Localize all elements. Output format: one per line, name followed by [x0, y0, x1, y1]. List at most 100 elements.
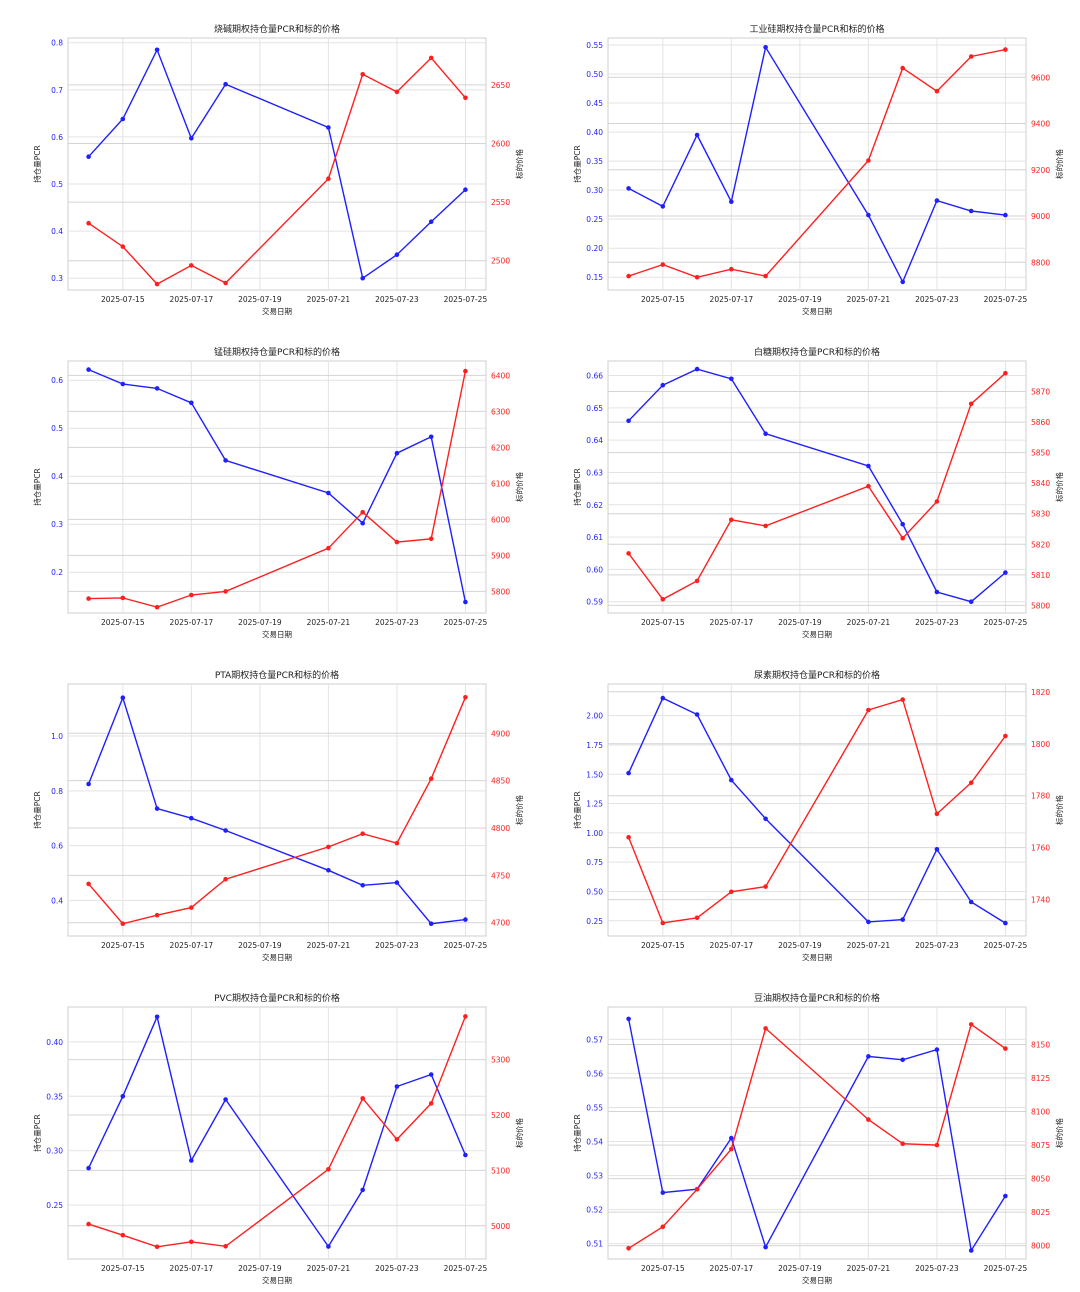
price-point — [154, 912, 160, 918]
x-tick-label: 2025-07-21 — [847, 1264, 891, 1273]
price-point — [763, 273, 768, 279]
y-left-tick-label: 0.40 — [586, 128, 603, 137]
y-left-tick-label: 0.6 — [51, 133, 63, 142]
y-right-tick-label: 4750 — [491, 871, 510, 880]
y-right-tick-label: 1800 — [1031, 740, 1050, 749]
x-axis-label: 交易日期 — [262, 1275, 292, 1285]
plot-area — [607, 1006, 1027, 1260]
pcr-point — [189, 1158, 194, 1163]
y-left-tick-label: 0.57 — [586, 1035, 603, 1044]
y-left-tick-label: 0.45 — [586, 99, 603, 108]
pcr-point — [394, 880, 400, 885]
pcr-point — [223, 81, 228, 87]
pcr-point — [900, 279, 905, 285]
y-right-tick-label: 1740 — [1031, 896, 1050, 905]
price-point — [763, 1026, 768, 1031]
pcr-point — [763, 1244, 768, 1250]
x-tick-label: 2025-07-19 — [238, 618, 282, 627]
y-left-axis-label: 持仓量PCR — [32, 468, 42, 505]
price-point — [934, 499, 940, 504]
x-tick-label: 2025-07-25 — [444, 618, 488, 627]
y-right-tick-label: 2650 — [491, 81, 510, 90]
x-tick-label: 2025-07-19 — [778, 1264, 822, 1273]
price-line — [628, 48, 1006, 279]
y-right-tick-label: 5000 — [491, 1222, 510, 1231]
pcr-line — [87, 695, 466, 925]
chart-panel: 2025-07-15 2025-07-17 2025-07-19 2025-07-21… — [32, 992, 524, 1285]
pcr-point — [729, 376, 734, 382]
y-left-tick-label: 0.4 — [51, 896, 63, 905]
y-left-axis-label: 持仓量PCR — [572, 145, 582, 182]
price-line — [88, 697, 467, 925]
price-point — [463, 368, 468, 374]
pcr-point — [326, 490, 331, 496]
pcr-point — [729, 199, 734, 204]
y-right-tick-label: 4850 — [491, 777, 510, 786]
y-left-tick-label: 0.64 — [586, 436, 603, 445]
x-tick-label: 2025-07-25 — [984, 1264, 1028, 1273]
pcr-point — [189, 400, 194, 406]
price-point — [763, 523, 768, 529]
y-right-tick-label: 6400 — [491, 371, 510, 380]
pcr-point — [1003, 212, 1008, 218]
price-point — [900, 535, 905, 541]
y-right-tick-label: 5810 — [1031, 571, 1050, 580]
pcr-line — [628, 45, 1006, 284]
x-tick-label: 2025-07-21 — [307, 295, 351, 304]
y-right-tick-label: 1780 — [1031, 792, 1050, 801]
pcr-point — [900, 1057, 905, 1063]
x-tick-label: 2025-07-15 — [101, 941, 145, 950]
price-point — [326, 1167, 331, 1172]
y-right-tick-label: 8100 — [1031, 1108, 1050, 1117]
y-left-tick-label: 0.3 — [51, 274, 63, 283]
price-point — [729, 889, 734, 895]
x-tick-label: 2025-07-19 — [778, 295, 822, 304]
price-point — [189, 1239, 194, 1245]
y-right-tick-label: 5850 — [1031, 449, 1050, 458]
plot-area — [607, 360, 1027, 614]
y-left-axis-label: 持仓量PCR — [32, 791, 42, 828]
price-point — [86, 1221, 91, 1227]
x-tick-label: 2025-07-21 — [307, 618, 351, 627]
y-left-tick-label: 0.54 — [586, 1138, 603, 1147]
y-right-tick-label: 4700 — [491, 919, 510, 928]
y-right-tick-label: 5800 — [491, 587, 510, 596]
x-tick-label: 2025-07-15 — [641, 1264, 685, 1273]
x-tick-label: 2025-07-17 — [710, 941, 754, 950]
y-left-tick-label: 0.20 — [586, 244, 603, 253]
y-left-tick-label: 0.25 — [586, 215, 603, 224]
x-tick-label: 2025-07-25 — [444, 941, 488, 950]
y-right-tick-label: 8050 — [1031, 1175, 1050, 1184]
y-right-tick-label: 8000 — [1031, 1242, 1050, 1251]
price-point — [900, 697, 905, 702]
price-point — [86, 881, 91, 887]
pcr-point — [968, 899, 974, 905]
y-left-tick-label: 1.00 — [586, 829, 603, 838]
y-right-tick-label: 4800 — [491, 824, 510, 833]
pcr-point — [660, 204, 666, 209]
y-right-tick-label: 4900 — [491, 729, 510, 738]
y-left-tick-label: 0.2 — [51, 568, 63, 577]
y-right-tick-label: 9000 — [1031, 212, 1050, 221]
y-right-tick-label: 6300 — [491, 407, 510, 416]
price-point — [463, 95, 468, 101]
pcr-point — [86, 1165, 91, 1171]
pcr-point — [626, 1016, 631, 1022]
x-tick-label: 2025-07-17 — [170, 1264, 214, 1273]
y-right-axis-label: 标的价格 — [514, 472, 524, 502]
pcr-point — [660, 382, 666, 388]
plot-area — [607, 37, 1027, 291]
y-right-tick-label: 1760 — [1031, 844, 1050, 853]
price-point — [120, 244, 126, 249]
pcr-point — [86, 154, 91, 159]
price-point — [394, 539, 400, 545]
pcr-point — [428, 1072, 434, 1077]
x-tick-label: 2025-07-21 — [847, 295, 891, 304]
chart-title: PTA期权持仓量PCR和标的价格 — [215, 669, 339, 681]
price-line — [628, 372, 1006, 601]
x-tick-label: 2025-07-23 — [915, 1264, 959, 1273]
chart-panel: 2025-07-15 2025-07-17 2025-07-19 2025-07-21… — [572, 23, 1064, 316]
pcr-point — [86, 781, 91, 787]
price-point — [660, 1224, 666, 1230]
y-left-axis-label: 持仓量PCR — [32, 145, 42, 182]
